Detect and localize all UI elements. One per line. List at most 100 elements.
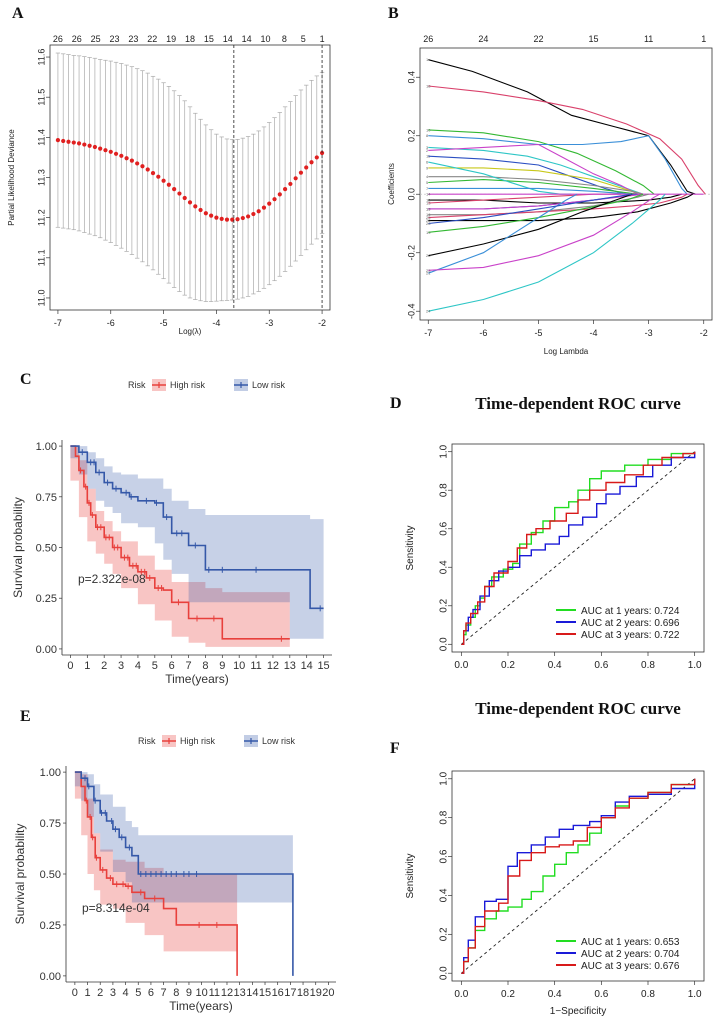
path-label: 14 [426,192,431,197]
top-count-label: 1 [320,34,325,44]
cv-point [224,217,230,222]
path-label: 18 [426,84,431,89]
panel-letter-e: E [20,708,31,725]
path-label: 8 [426,133,429,138]
coefficient-path [428,193,622,204]
x-tick-label: -4 [590,328,598,338]
survival-curve [70,445,290,640]
x-axis-title: Time(years) [169,999,233,1013]
cv-point [71,140,76,145]
top-count-label: 8 [282,34,287,44]
roc-curve [461,451,696,645]
x-tick-label: 7 [161,987,167,999]
y-tick-label: 0.0 [439,637,450,651]
top-count-label: 14 [242,34,252,44]
y-tick-label: 0.25 [40,920,61,932]
x-tick-label: 5 [152,660,158,672]
y-tick-label: 0.2 [439,927,450,941]
survival-curve [70,445,324,610]
y-tick-label: 0.4 [406,71,416,84]
confidence-band [70,446,290,647]
y-tick-label: 0.50 [40,869,61,881]
chart-title: Time-dependent ROC curve [475,394,681,413]
plot-frame [451,443,705,653]
legend-label: AUC at 1 years: 0.653 [581,937,680,948]
cv-point [293,176,298,181]
x-tick-label: 10 [233,660,245,672]
cv-point [298,170,304,175]
top-count-label: 22 [147,34,157,44]
coefficient-path [428,85,706,195]
x-tick-label: 12 [267,660,279,672]
path-label: 7 [426,186,429,191]
top-count-label: 5 [301,34,306,44]
x-tick-label: 0 [67,660,73,672]
confidence-band [74,772,293,903]
cv-point [246,214,251,219]
x-tick-label: -2 [318,318,326,328]
confidence-band [74,772,238,952]
x-tick-label: 14 [246,987,258,999]
y-tick-label: 1.00 [36,441,57,453]
x-tick-label: 20 [322,987,334,999]
roc-curve [461,451,696,645]
y-axis-title: Survival probability [11,497,25,598]
cv-point [219,216,224,221]
legend-label: High risk [180,736,216,746]
x-tick-label: 1 [84,660,90,672]
panel-letter-d: D [390,395,402,412]
cv-point [172,187,177,192]
y-tick-label: 0.8 [439,810,450,824]
y-axis-title: Coefficients [387,163,396,205]
x-tick-label: 2 [101,660,107,672]
coefficient-path [428,193,660,271]
x-tick-label: 4 [135,660,141,672]
cv-point [319,150,325,156]
y-tick-label: -0.2 [406,245,416,261]
x-tick-label: 8 [202,660,208,672]
cv-point [119,153,124,158]
path-label: 22 [426,218,431,223]
panel-d-roc-plot: Time-dependent ROC curve 0.0 0.2 0.4 0.6 0.8 1… [405,394,705,671]
x-axis-title: Log Lambda [544,347,589,356]
x-tick-label: 6 [169,660,175,672]
path-label: 20 [426,253,431,258]
cv-point [314,155,319,160]
y-tick-label: 0.4 [439,888,450,902]
y-tick-label: 1.00 [40,767,61,779]
x-tick-label: 4 [123,987,129,999]
x-tick-label: 0.0 [454,989,468,1000]
y-tick-label: 11.2 [36,209,46,226]
x-tick-label: 10 [196,987,208,999]
cv-point [87,143,92,148]
cv-point [55,138,61,143]
top-count-label: 23 [110,34,120,44]
path-label: 3 [426,145,429,150]
plot-frame [451,770,705,982]
y-axis-title: Sensitivity [405,853,416,898]
top-count-label: 26 [72,34,82,44]
x-tick-label: 0.4 [548,660,562,671]
x-tick-label: 17 [284,987,296,999]
y-tick-label: 0.00 [40,971,61,983]
x-tick-label: -3 [645,328,653,338]
roc-curve [461,778,696,974]
cv-point [82,142,87,147]
x-tick-label: 15 [259,987,271,999]
cv-point [198,207,203,213]
coefficient-path [428,179,638,195]
cv-point [92,144,98,150]
y-tick-label: 11.0 [36,290,46,307]
y-tick-label: 0.0 [439,966,450,980]
coefficient-path [428,59,696,195]
cv-point [304,165,309,170]
x-tick-label: 0.6 [594,989,608,1000]
y-tick-label: 0.75 [40,818,61,830]
x-tick-label: 13 [234,987,246,999]
roc-curve [461,778,696,974]
path-label: 11 [426,154,431,159]
path-label: 16 [426,212,431,217]
x-tick-label: 14 [301,660,313,672]
x-axis-title: Log(λ) [179,327,202,336]
path-label: 9 [426,165,429,170]
